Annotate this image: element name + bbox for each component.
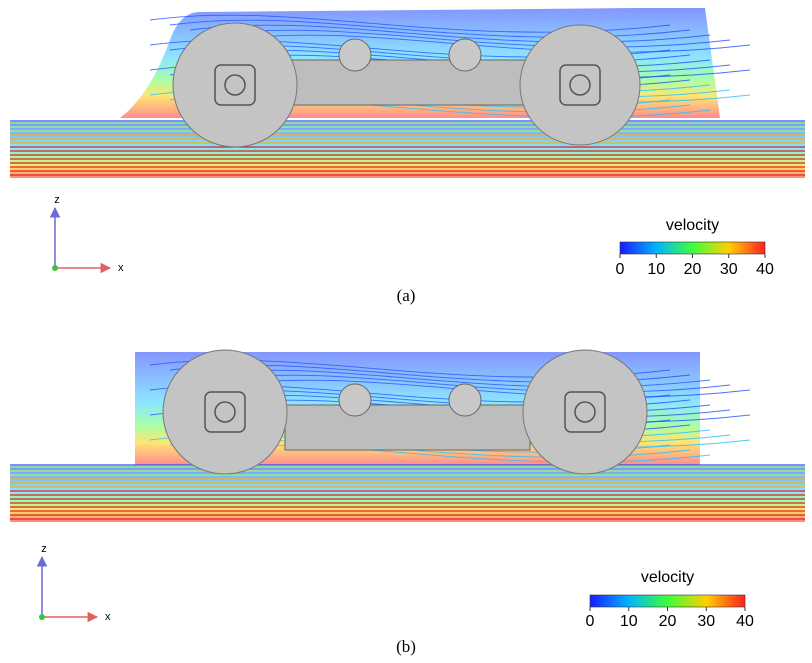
panel-label: (a): [397, 286, 416, 305]
wheel: [523, 350, 647, 474]
figure: velocity 0 10 20 30 40 z x (a) velocity 0 10 20 30 40 z…: [0, 0, 812, 663]
wheel: [520, 25, 640, 145]
legend-title: velocity: [666, 217, 719, 234]
panel-label: (b): [396, 637, 416, 656]
colorbar-tick-label: 30: [720, 261, 738, 278]
origin: [52, 265, 58, 271]
panel: velocity 0 10 20 30 40 z x (a): [10, 8, 805, 305]
damper: [449, 39, 481, 71]
colorbar: [620, 242, 765, 254]
colorbar-tick-label: 40: [756, 261, 774, 278]
ground-flow: [10, 120, 805, 178]
colorbar-tick-label: 0: [616, 261, 625, 278]
colorbar-tick-label: 20: [684, 261, 702, 278]
damper: [339, 384, 371, 416]
wheel: [173, 23, 297, 147]
wheel: [163, 350, 287, 474]
colorbar-tick-label: 40: [736, 613, 754, 630]
colorbar-tick-label: 10: [647, 261, 665, 278]
colorbar-tick-label: 20: [659, 613, 677, 630]
origin: [39, 614, 45, 620]
damper: [449, 384, 481, 416]
z-label: z: [54, 194, 60, 206]
z-label: z: [41, 543, 47, 555]
x-label: x: [105, 611, 111, 623]
colorbar-tick-label: 10: [620, 613, 638, 630]
legend-title: velocity: [641, 569, 694, 586]
colorbar-tick-label: 30: [697, 613, 715, 630]
panel: velocity 0 10 20 30 40 z x (b): [10, 350, 805, 656]
colorbar: [590, 595, 745, 607]
damper: [339, 39, 371, 71]
frame: [285, 405, 530, 450]
frame: [285, 60, 530, 105]
ground-flow: [10, 464, 805, 522]
x-label: x: [118, 262, 124, 274]
colorbar-tick-label: 0: [586, 613, 595, 630]
